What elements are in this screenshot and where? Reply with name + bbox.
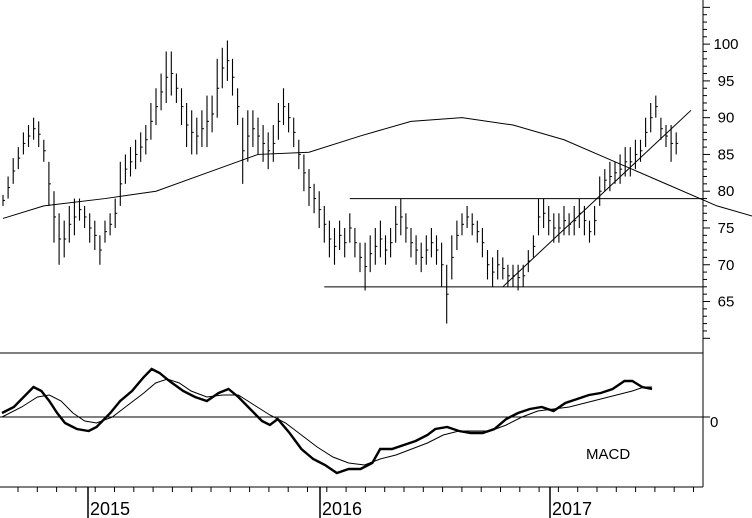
y-tick-label: 85 xyxy=(718,146,735,163)
y-tick-label: 95 xyxy=(718,73,735,90)
macd-panel xyxy=(0,367,710,475)
y-tick-label: 80 xyxy=(718,183,735,200)
trendline xyxy=(502,109,692,288)
y-tick-label: 90 xyxy=(718,110,735,127)
moving-average-line xyxy=(2,117,752,219)
indicator-label: MACD xyxy=(586,446,630,463)
y-tick-label: 100 xyxy=(713,36,738,53)
x-tick-label: 2015 xyxy=(90,499,130,518)
y-tick-label: 70 xyxy=(718,257,735,274)
price-panel xyxy=(2,40,752,324)
y-tick-label: 75 xyxy=(718,220,735,237)
y-tick-label: 65 xyxy=(718,294,735,311)
indicator-zero-tick-label: 0 xyxy=(710,414,718,431)
x-tick-label: 2016 xyxy=(322,499,362,518)
macd-line xyxy=(1,367,653,475)
signal-line xyxy=(1,378,652,466)
x-tick-label: 2017 xyxy=(552,499,592,518)
